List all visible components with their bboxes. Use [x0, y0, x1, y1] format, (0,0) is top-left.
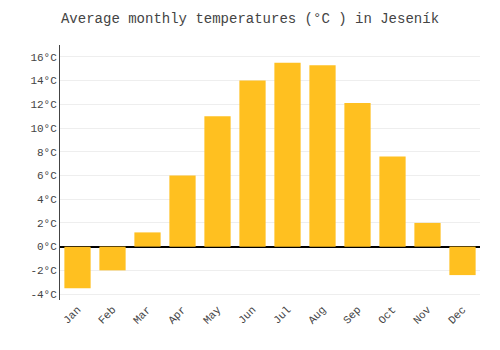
svg-text:Jan: Jan — [61, 304, 83, 326]
svg-text:Sep: Sep — [341, 304, 363, 326]
svg-text:Apr: Apr — [166, 304, 188, 326]
svg-text:Jun: Jun — [236, 304, 258, 326]
svg-text:Aug: Aug — [306, 304, 328, 326]
svg-text:-2°C: -2°C — [30, 265, 57, 277]
svg-text:0°C: 0°C — [37, 241, 57, 253]
svg-text:Feb: Feb — [96, 304, 118, 326]
svg-text:2°C: 2°C — [37, 218, 57, 230]
svg-text:-4°C: -4°C — [30, 289, 57, 301]
svg-text:Nov: Nov — [411, 304, 434, 327]
svg-text:Jul: Jul — [271, 304, 293, 326]
svg-text:Mar: Mar — [131, 304, 153, 326]
svg-text:16°C: 16°C — [30, 52, 57, 64]
svg-text:12°C: 12°C — [30, 99, 57, 111]
svg-text:Dec: Dec — [446, 304, 468, 326]
svg-text:Average monthly temperatures (: Average monthly temperatures (°C ) in Je… — [61, 11, 439, 27]
svg-text:14°C: 14°C — [30, 75, 57, 87]
svg-text:10°C: 10°C — [30, 123, 57, 135]
svg-text:May: May — [201, 304, 224, 327]
svg-text:Oct: Oct — [376, 304, 398, 326]
svg-text:8°C: 8°C — [37, 147, 57, 159]
svg-text:6°C: 6°C — [37, 170, 57, 182]
svg-text:4°C: 4°C — [37, 194, 57, 206]
